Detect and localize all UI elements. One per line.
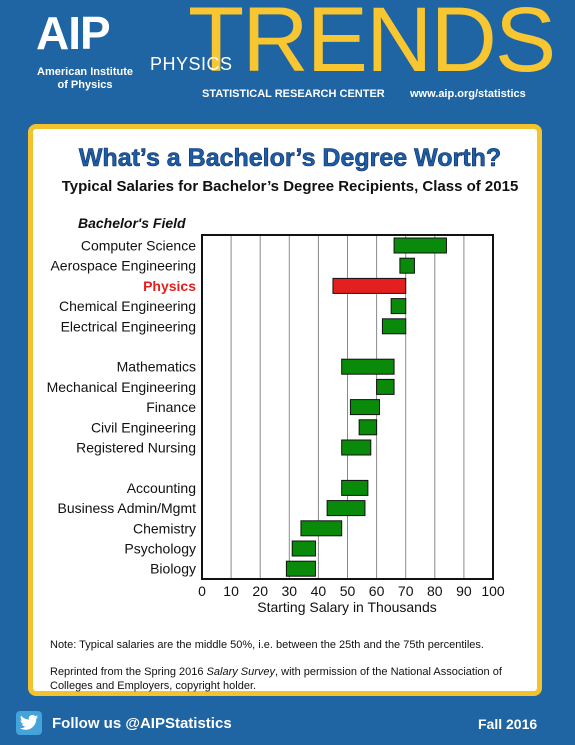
category-label: Chemistry [133, 520, 196, 536]
x-tick-label: 20 [252, 583, 268, 599]
category-label: Business Admin/Mgmt [58, 500, 197, 516]
bar [393, 237, 447, 254]
trends-wordmark: TRENDS [188, 0, 556, 91]
chart-card [28, 124, 542, 696]
org-name-line1: American Institute [37, 66, 133, 78]
category-label: Accounting [127, 480, 196, 496]
category-label: Computer Science [81, 238, 196, 254]
bar [291, 540, 316, 557]
bar [300, 520, 343, 537]
category-label: Physics [143, 278, 196, 294]
bar [341, 439, 372, 456]
category-label: Mathematics [117, 359, 196, 375]
category-label: Finance [146, 399, 196, 415]
header: AIP American Institute of Physics TRENDS… [0, 0, 575, 118]
chart-subtitle: Typical Salaries for Bachelor’s Degree R… [62, 178, 519, 195]
bar [285, 560, 316, 577]
follow-link[interactable]: Follow us @AIPStatistics [52, 714, 232, 732]
social-footer[interactable]: Follow us @AIPStatistics [16, 711, 232, 735]
twitter-bird-icon[interactable] [16, 711, 42, 735]
bar [376, 378, 395, 395]
x-tick-label: 0 [198, 583, 206, 599]
research-center: STATISTICAL RESEARCH CENTER [202, 88, 385, 100]
x-tick-label: 40 [311, 583, 327, 599]
x-tick-label: 100 [481, 583, 505, 599]
physics-wordmark: PHYSICS [150, 54, 233, 74]
category-label: Mechanical Engineering [47, 379, 196, 395]
bar [341, 358, 395, 375]
y-axis-title: Bachelor's Field [78, 215, 186, 231]
org-name: American Institute of Physics [26, 66, 144, 92]
category-label: Civil Engineering [91, 419, 196, 435]
x-tick-label: 60 [369, 583, 385, 599]
x-tick-label: 30 [282, 583, 298, 599]
plot-frame [201, 234, 494, 580]
x-tick-label: 80 [427, 583, 443, 599]
issue-date: Fall 2016 [478, 716, 538, 732]
bar [390, 298, 407, 315]
x-tick-label: 50 [340, 583, 356, 599]
bar [341, 479, 369, 496]
chart-title: What’s a Bachelor’s Degree Worth? [79, 144, 501, 172]
x-axis-title: Starting Salary in Thousands [257, 599, 437, 615]
reprint-text-line2: Colleges and Employers, copyright holder… [50, 680, 256, 692]
aip-logo: AIP [36, 7, 111, 59]
category-label: Biology [150, 561, 196, 577]
category-label: Aerospace Engineering [50, 258, 196, 274]
bar [332, 277, 407, 294]
website-link[interactable]: www.aip.org/statistics [410, 88, 526, 100]
chart: What’s a Bachelor’s Degree Worth? Typica… [47, 144, 519, 692]
x-tick-label: 70 [398, 583, 414, 599]
note-text: Note: Typical salaries are the middle 50… [50, 639, 484, 651]
category-label: Chemical Engineering [59, 298, 196, 314]
bar [381, 318, 407, 335]
bar [349, 399, 381, 416]
x-tick-label: 90 [456, 583, 472, 599]
category-label: Electrical Engineering [61, 318, 196, 334]
bar [399, 257, 415, 274]
category-label: Psychology [124, 541, 196, 557]
bar [326, 500, 366, 517]
x-tick-label: 10 [223, 583, 239, 599]
bar [358, 419, 378, 436]
reprint-text: Reprinted from the Spring 2016 Salary Su… [50, 666, 503, 678]
org-name-line2: of Physics [57, 79, 113, 91]
category-label: Registered Nursing [76, 440, 196, 456]
